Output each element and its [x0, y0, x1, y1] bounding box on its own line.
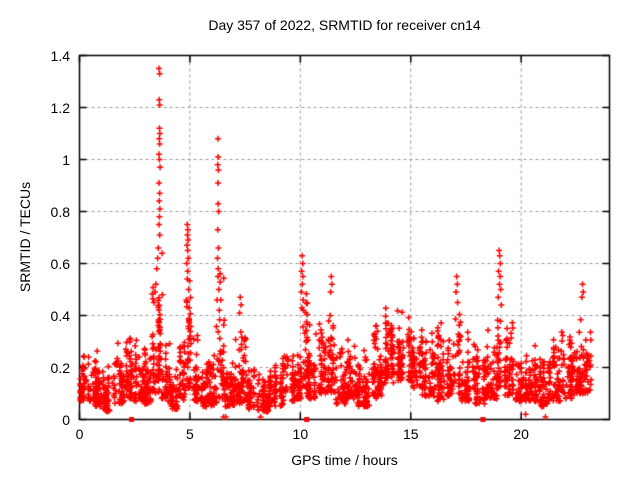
x-tick-label: 20	[513, 426, 529, 442]
y-tick-label: 0.2	[50, 359, 70, 376]
y-tick-label: 1	[62, 151, 70, 168]
x-axis-label: GPS time / hours	[291, 452, 398, 468]
x-tick-label: 15	[402, 426, 419, 442]
y-tick-label: 0.4	[50, 307, 70, 324]
y-tick-label: 0.6	[50, 255, 70, 272]
x-tick-label: 0	[75, 426, 84, 442]
chart-title: Day 357 of 2022, SRMTID for receiver cn1…	[208, 17, 481, 33]
x-tick-label: 10	[292, 426, 309, 442]
x-tick-label: 5	[186, 426, 194, 442]
y-axis-label: SRMTID / TECUs	[17, 181, 33, 293]
y-tick-label: 1.2	[50, 99, 70, 116]
y-tick-label: 0	[62, 411, 70, 428]
y-tick-label: 0.8	[50, 203, 70, 220]
y-tick-label: 1.4	[50, 47, 70, 64]
